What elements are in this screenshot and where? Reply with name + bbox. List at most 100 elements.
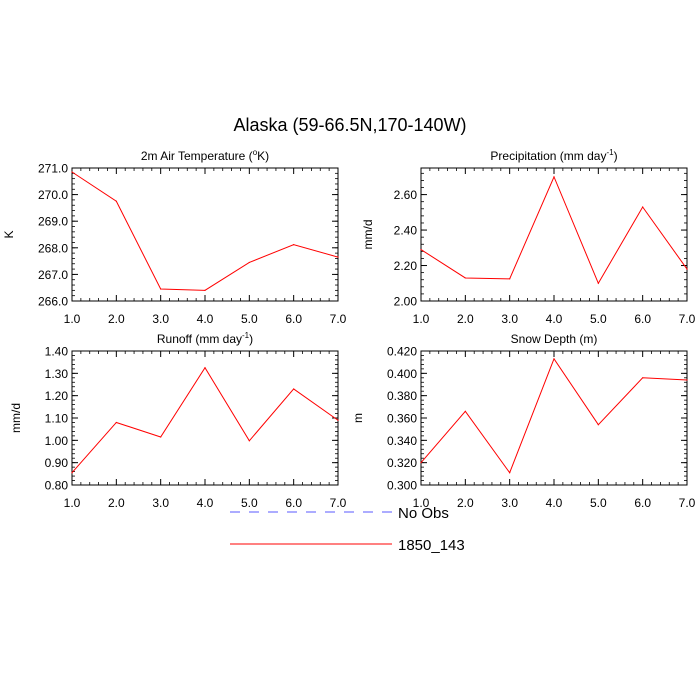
- air-temperature-xtick-label: 5.0: [241, 312, 258, 326]
- air-temperature-ytick-label: 271.0: [38, 162, 68, 176]
- air-temperature-data-point: [160, 288, 162, 290]
- air-temperature-ytick-label: 267.0: [38, 268, 68, 282]
- runoff-xtick-label: 7.0: [330, 496, 347, 510]
- runoff-ylabel: mm/d: [9, 403, 23, 433]
- runoff-data-point: [248, 440, 250, 442]
- runoff-series-line: [71, 366, 339, 474]
- precipitation-xtick-label: 4.0: [546, 312, 563, 326]
- runoff-xtick-label: 2.0: [108, 496, 125, 510]
- runoff-xtick-label: 1.0: [64, 496, 81, 510]
- snow-depth-ytick-label: 0.340: [387, 434, 417, 448]
- snow-depth-data-point: [642, 377, 644, 379]
- snow-depth-ytick-label: 0.320: [387, 456, 417, 470]
- snow-depth-data-point: [553, 358, 555, 360]
- air-temperature-ytick-label: 266.0: [38, 295, 68, 309]
- precipitation-data-point: [642, 206, 644, 208]
- snow-depth-xtick-label: 2.0: [457, 496, 474, 510]
- precipitation-plot-frame: [420, 167, 688, 302]
- precipitation-data-point: [686, 268, 688, 270]
- precipitation-xtick-label: 1.0: [413, 312, 430, 326]
- snow-depth-data-point: [464, 410, 466, 412]
- runoff-ytick-label: 1.40: [45, 345, 69, 359]
- precipitation-xtick-label: 6.0: [634, 312, 651, 326]
- air-temperature-xtick-label: 1.0: [64, 312, 81, 326]
- snow-depth-xtick-label: 4.0: [546, 496, 563, 510]
- panels: 1.0 2.0 3.0 4.0 5.0 6.0 7.0 266.0 267.0 268.0 269.…: [2, 148, 696, 510]
- runoff-ytick-label: 0.80: [45, 479, 69, 493]
- air-temperature-data-point: [248, 261, 250, 264]
- snow-depth-xtick-label: 1.0: [413, 496, 430, 510]
- runoff-xtick-label: 5.0: [241, 496, 258, 510]
- runoff-data-point: [293, 388, 295, 390]
- snow-depth-ytick-label: 0.420: [387, 345, 417, 359]
- air-temperature-plot-frame: [71, 167, 339, 302]
- runoff-ytick-label: 1.00: [45, 434, 69, 448]
- runoff-panel-title: Runoff (mm day-1): [157, 331, 253, 346]
- runoff-plot-frame: [71, 350, 339, 486]
- precipitation-ytick-label: 2.20: [394, 259, 418, 273]
- precipitation-xtick-label: 3.0: [501, 312, 518, 326]
- legend: No Obs 1850_143: [230, 505, 465, 554]
- air-temperature-ytick-label: 270.0: [38, 188, 68, 202]
- air-temperature-ytick-label: 269.0: [38, 215, 68, 229]
- air-temperature-data-point: [71, 171, 73, 173]
- snow-depth-plot-frame: [420, 350, 688, 486]
- runoff-data-point: [71, 472, 73, 474]
- air-temperature-data-point: [293, 244, 295, 246]
- precipitation-series-line: [420, 175, 688, 285]
- runoff-ytick-label: 0.90: [45, 456, 69, 470]
- air-temperature-xtick-label: 2.0: [108, 312, 125, 326]
- runoff-data-point: [337, 419, 339, 421]
- precipitation-data-point: [464, 277, 466, 279]
- snow-depth-ytick-label: 0.380: [387, 389, 417, 403]
- snow-depth-xtick-label: 3.0: [501, 496, 518, 510]
- snow-depth-ytick-label: 0.300: [387, 479, 417, 493]
- runoff-ytick-label: 1.10: [45, 412, 69, 426]
- precipitation-data-point: [553, 176, 555, 178]
- panel-snow-depth: 1.0 2.0 3.0 4.0 5.0 6.0 7.0 0.300 0.320 0.340 0.36…: [351, 332, 696, 510]
- runoff-data-point: [115, 421, 117, 424]
- panel-precipitation: 1.0 2.0 3.0 4.0 5.0 6.0 7.0 2.00 2.20 2.40 2.60 mm/…: [361, 148, 696, 326]
- air-temperature-data-point: [204, 289, 206, 291]
- air-temperature-ylabel: K: [2, 230, 16, 238]
- snow-depth-xtick-label: 6.0: [634, 496, 651, 510]
- precipitation-ytick-label: 2.00: [394, 295, 418, 309]
- air-temperature-data-point: [337, 256, 339, 258]
- precipitation-ytick-label: 2.40: [394, 224, 418, 238]
- air-temperature-series-line: [71, 171, 339, 291]
- runoff-xtick-label: 4.0: [197, 496, 214, 510]
- snow-depth-ylabel: m: [351, 413, 365, 423]
- precipitation-xtick-label: 7.0: [679, 312, 696, 326]
- snow-depth-data-point: [509, 472, 511, 474]
- panel-runoff: 1.0 2.0 3.0 4.0 5.0 6.0 7.0 0.80 0.90 1.00 1.10 1.2…: [9, 331, 347, 510]
- snow-depth-ytick-label: 0.360: [387, 412, 417, 426]
- legend-label-no-obs: No Obs: [398, 505, 449, 522]
- precipitation-data-point: [597, 282, 599, 284]
- panel-air-temperature: 1.0 2.0 3.0 4.0 5.0 6.0 7.0 266.0 267.0 268.0 269.…: [2, 148, 347, 326]
- air-temperature-panel-title: 2m Air Temperature (oK): [141, 148, 269, 163]
- runoff-ytick-label: 1.20: [45, 389, 69, 403]
- snow-depth-series-line: [420, 357, 688, 474]
- precipitation-ylabel: mm/d: [361, 220, 375, 250]
- air-temperature-xtick-label: 3.0: [152, 312, 169, 326]
- air-temperature-data-point: [115, 200, 117, 202]
- runoff-xtick-label: 6.0: [285, 496, 302, 510]
- legend-label-1850-143: 1850_143: [398, 537, 465, 554]
- snow-depth-data-point: [686, 379, 688, 381]
- precipitation-panel-title: Precipitation (mm day-1): [490, 148, 617, 163]
- precipitation-xtick-label: 5.0: [590, 312, 607, 326]
- precipitation-ytick-label: 2.60: [394, 188, 418, 202]
- runoff-ytick-label: 1.30: [45, 367, 69, 381]
- snow-depth-data-point: [597, 424, 599, 426]
- snow-depth-xtick-label: 7.0: [679, 496, 696, 510]
- air-temperature-xtick-label: 7.0: [330, 312, 347, 326]
- figure-title: Alaska (59-66.5N,170-140W): [233, 115, 466, 135]
- runoff-xtick-label: 3.0: [152, 496, 169, 510]
- snow-depth-data-point: [420, 462, 422, 464]
- snow-depth-xtick-label: 5.0: [590, 496, 607, 510]
- precipitation-data-point: [509, 278, 511, 280]
- air-temperature-xtick-label: 6.0: [285, 312, 302, 326]
- air-temperature-xtick-label: 4.0: [197, 312, 214, 326]
- snow-depth-panel-title: Snow Depth (m): [511, 332, 598, 346]
